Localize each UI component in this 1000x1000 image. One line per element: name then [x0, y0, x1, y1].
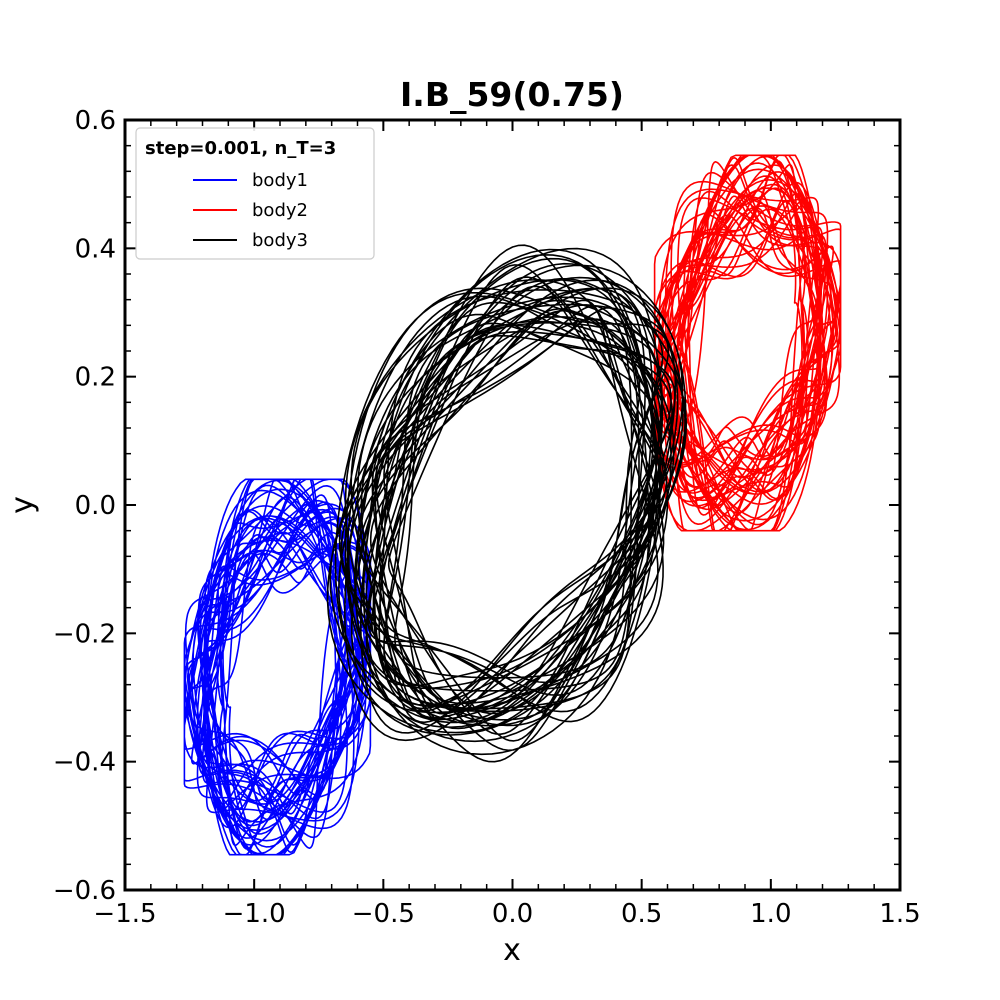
- x-tick-label: 1.0: [750, 899, 791, 929]
- series-line-body1: [183, 478, 372, 856]
- series-layer: [183, 154, 842, 856]
- legend-label-body1: body1: [252, 170, 308, 191]
- y-axis-label: y: [5, 496, 40, 514]
- legend: step=0.001, n_T=3 body1 body2 body3: [135, 127, 375, 260]
- y-tick-label: 0.6: [75, 106, 116, 136]
- legend-label-body2: body2: [252, 200, 308, 221]
- y-tick-label: 0.2: [75, 363, 116, 393]
- x-tick-label: −0.5: [352, 899, 415, 929]
- axis-ticks: −1.5 −1.0 −0.5 0.0 0.5 1.0 1.5 −0.6 −0.4 −0.2 0.0 0…: [53, 106, 921, 929]
- x-tick-label: 1.5: [879, 899, 920, 929]
- x-tick-label: 0.0: [492, 899, 533, 929]
- chart-title: I.B_59(0.75): [400, 75, 624, 114]
- series-line-body3: [326, 244, 688, 763]
- plot-area: [183, 154, 842, 856]
- x-axis-label: x: [503, 933, 521, 968]
- series-line-body2: [653, 154, 842, 532]
- x-tick-label: −1.5: [93, 899, 156, 929]
- legend-title: step=0.001, n_T=3: [145, 138, 336, 159]
- y-tick-label: 0.4: [75, 234, 116, 264]
- y-tick-label: −0.6: [53, 876, 116, 906]
- y-tick-label: −0.4: [53, 748, 116, 778]
- x-tick-label: −1.0: [223, 899, 286, 929]
- legend-label-body3: body3: [252, 230, 308, 251]
- legend-box: [135, 127, 375, 260]
- x-tick-label: 0.5: [621, 899, 662, 929]
- y-tick-label: 0.0: [75, 491, 116, 521]
- y-tick-label: −0.2: [53, 619, 116, 649]
